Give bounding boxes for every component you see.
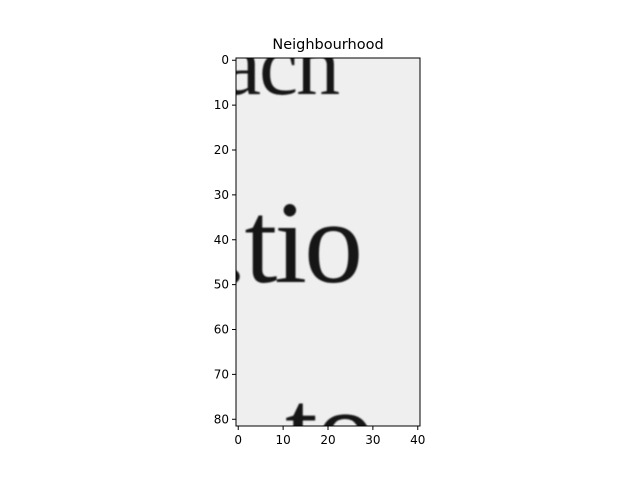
text-fragment-acn: acn (222, 17, 339, 114)
x-tick-label: 40 (410, 433, 425, 447)
x-tick-label: 30 (365, 433, 380, 447)
y-tick-label: 10 (214, 98, 229, 112)
y-tick-label: 20 (214, 143, 229, 157)
x-tick-label: 20 (320, 433, 335, 447)
x-tick-label: 0 (234, 433, 242, 447)
y-tick-label: 60 (214, 323, 229, 337)
y-tick-label: 70 (214, 367, 229, 381)
text-fragment-to: to (285, 365, 373, 480)
y-tick-label: 30 (214, 188, 229, 202)
x-tick-label: 10 (275, 433, 290, 447)
text-fragment-tio: .tio (218, 177, 360, 308)
y-tick-label: 40 (214, 233, 229, 247)
y-tick-label: 0 (221, 53, 229, 67)
y-axis: 0 10 20 30 40 50 60 70 80 (214, 53, 236, 426)
y-tick-label: 50 (214, 278, 229, 292)
x-axis: 0 10 20 30 40 (234, 426, 425, 447)
plot-title: Neighbourhood (272, 37, 383, 53)
y-tick-label: 80 (214, 412, 229, 426)
neighbourhood-image: acn .tio to (218, 17, 420, 480)
